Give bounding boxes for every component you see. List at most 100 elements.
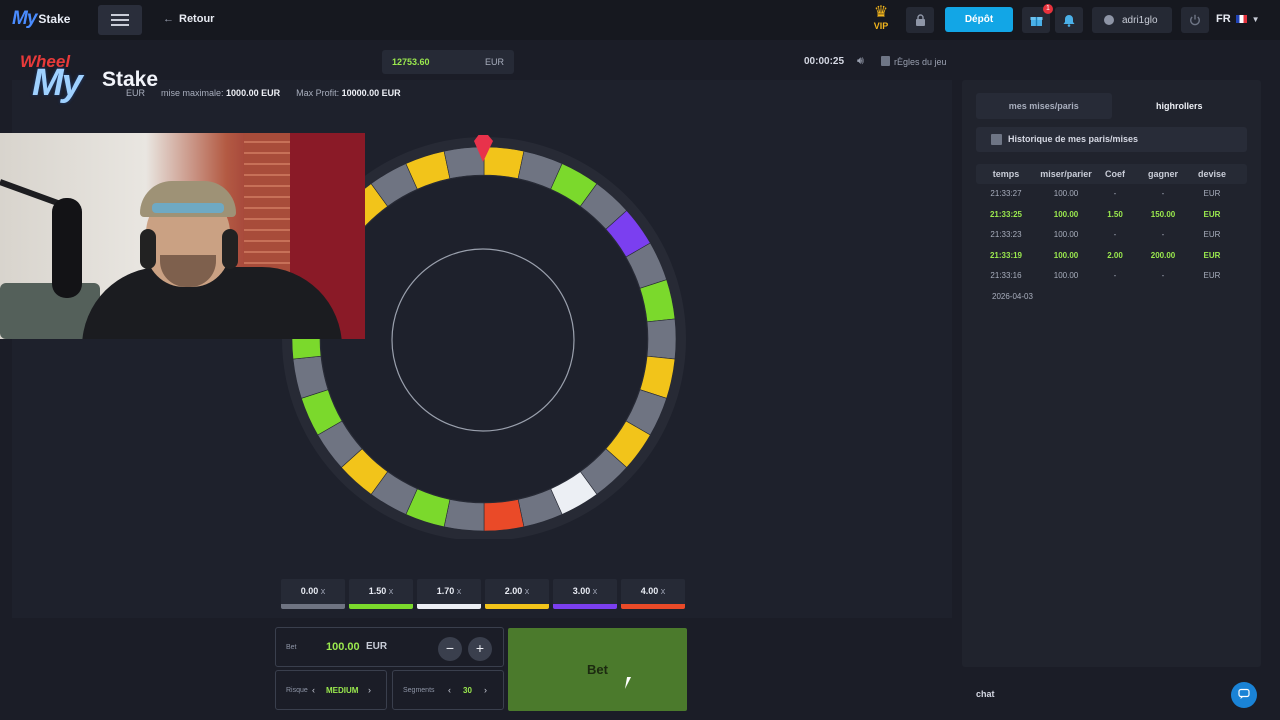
menu-icon-bar xyxy=(111,14,129,16)
lock-button[interactable] xyxy=(906,7,934,33)
chat-icon xyxy=(1238,688,1250,699)
risk-value: MEDIUM xyxy=(326,686,359,695)
bet-limits: EUR mise maximale: 1000.00 EUR Max Profi… xyxy=(126,88,401,98)
headphone-icon xyxy=(222,229,238,269)
history-date: 2026-04-03 xyxy=(992,291,1033,301)
table-row: 21:33:23 100.00 - - EUR xyxy=(976,225,1247,246)
place-bet-button[interactable]: Bet xyxy=(508,628,687,711)
multiplier-color-bar xyxy=(553,604,617,609)
risk-selector[interactable]: Risque ‹ MEDIUM › xyxy=(275,670,387,710)
cell-coef: - xyxy=(1113,271,1117,280)
stream-logo-my: My xyxy=(32,62,83,104)
hamburger-menu-button[interactable] xyxy=(98,5,142,35)
notifications-button[interactable] xyxy=(1055,7,1083,33)
cell-win: 200.00 xyxy=(1150,250,1176,260)
vip-label: VIP xyxy=(873,21,889,31)
multiplier-value: 4.00 xyxy=(640,586,659,596)
cell-currency: EUR xyxy=(1203,209,1221,219)
deposit-button[interactable]: Dépôt xyxy=(945,7,1013,32)
risk-label: Risque xyxy=(286,687,308,694)
multiplier-x: x xyxy=(320,586,326,596)
top-navigation-bar: My Stake ← Retour ♛ VIP Dépôt 1 adri1glo … xyxy=(0,0,1280,40)
back-label: Retour xyxy=(179,13,215,25)
mystake-logo[interactable]: My Stake xyxy=(12,8,70,30)
caret-down-icon: ▼ xyxy=(1251,14,1260,24)
cell-win: - xyxy=(1161,271,1165,280)
column-header: temps xyxy=(992,169,1020,179)
chat-label: chat xyxy=(976,689,995,699)
bet-amount-field[interactable]: Bet 100.00 EUR − + xyxy=(275,627,504,667)
increase-bet-button[interactable]: + xyxy=(468,637,492,661)
arrow-left-icon: ← xyxy=(163,13,174,25)
multiplier-chip: 3.00 x xyxy=(553,579,617,609)
wheel-segment-grey xyxy=(443,499,485,532)
chevron-right-icon[interactable]: › xyxy=(368,685,371,695)
chevron-left-icon[interactable]: ‹ xyxy=(312,685,315,695)
cell-win: - xyxy=(1161,189,1165,198)
segments-selector[interactable]: Segments ‹ 30 › xyxy=(392,670,504,710)
logout-button[interactable] xyxy=(1181,7,1209,33)
chevron-right-icon[interactable]: › xyxy=(484,685,487,695)
bet-history-panel: mes mises/paris highrollers Historique d… xyxy=(962,80,1261,667)
notification-count-badge: 1 xyxy=(1043,4,1053,14)
tab-highrollers[interactable]: highrollers xyxy=(1155,101,1203,111)
table-header: temps miser/parier Coef gagner devise xyxy=(976,164,1247,184)
table-row: 21:33:27 100.00 - - EUR xyxy=(976,184,1247,205)
multiplier-value: 2.00 xyxy=(504,586,523,596)
max-profit: Max Profit: 10000.00 EUR xyxy=(296,88,401,98)
cell-coef: 2.00 xyxy=(1107,250,1123,260)
back-link[interactable]: ← Retour xyxy=(163,13,214,25)
bell-icon xyxy=(1063,14,1075,27)
cell-currency: EUR xyxy=(1203,271,1221,280)
max-bet-value: 1000.00 EUR xyxy=(226,88,281,98)
gift-icon xyxy=(1030,16,1042,26)
multiplier-value: 1.70 xyxy=(436,586,455,596)
sound-icon[interactable]: 🔊︎ xyxy=(857,55,864,67)
chat-bubble-icon[interactable] xyxy=(1231,682,1257,708)
max-profit-value: 10000.00 EUR xyxy=(341,88,401,98)
multiplier-chip: 1.50 x xyxy=(349,579,413,609)
multiplier-color-bar xyxy=(485,604,549,609)
history-tabs: mes mises/paris highrollers xyxy=(976,93,1247,119)
cell-coef: - xyxy=(1113,189,1117,198)
avatar-icon xyxy=(1104,15,1114,25)
chat-bar[interactable]: chat xyxy=(962,676,1261,712)
wheel-segment-grey xyxy=(646,318,677,360)
cell-bet: 100.00 xyxy=(1053,250,1079,260)
multiplier-x: x xyxy=(592,586,598,596)
user-account-button[interactable]: adri1glo xyxy=(1092,7,1172,33)
multiplier-x: x xyxy=(524,586,530,596)
multiplier-value: 3.00 xyxy=(572,586,591,596)
multiplier-color-bar xyxy=(621,604,685,609)
cell-time: 21:33:16 xyxy=(990,271,1022,280)
game-rules-link[interactable]: rÈgles du jeu xyxy=(881,56,947,67)
crown-icon: ♛ xyxy=(873,4,889,21)
microphone-icon xyxy=(52,198,82,298)
cell-bet: 100.00 xyxy=(1053,189,1079,198)
decrease-bet-button[interactable]: − xyxy=(438,637,462,661)
vip-badge[interactable]: ♛ VIP xyxy=(869,5,893,35)
headphone-icon xyxy=(140,229,156,269)
cell-bet: 100.00 xyxy=(1053,271,1079,280)
bet-label: Bet xyxy=(286,644,297,651)
cell-time: 21:33:27 xyxy=(990,189,1022,198)
cell-currency: EUR xyxy=(1203,230,1221,239)
cell-win: - xyxy=(1161,230,1165,239)
cell-time: 21:33:23 xyxy=(990,230,1022,239)
multiplier-value: 0.00 xyxy=(300,586,319,596)
username-label: adri1glo xyxy=(1122,14,1158,26)
game-wheel xyxy=(282,135,686,539)
history-header: Historique de mes paris/mises xyxy=(976,127,1247,152)
rules-label: rÈgles du jeu xyxy=(894,57,947,67)
webcam-overlay xyxy=(0,133,365,339)
stream-logo-stake: Stake xyxy=(102,68,159,91)
menu-icon-bar xyxy=(111,19,129,21)
tab-my-bets[interactable]: mes mises/paris xyxy=(976,93,1112,119)
bet-amount-value[interactable]: 100.00 xyxy=(326,641,360,653)
cell-win: 150.00 xyxy=(1150,209,1176,219)
chevron-left-icon[interactable]: ‹ xyxy=(448,685,451,695)
wheel-inner-disc xyxy=(321,176,647,502)
min-bet-currency: EUR xyxy=(126,88,146,98)
language-selector[interactable]: FR ▼ xyxy=(1216,13,1260,25)
multiplier-chip: 0.00 x xyxy=(281,579,345,609)
